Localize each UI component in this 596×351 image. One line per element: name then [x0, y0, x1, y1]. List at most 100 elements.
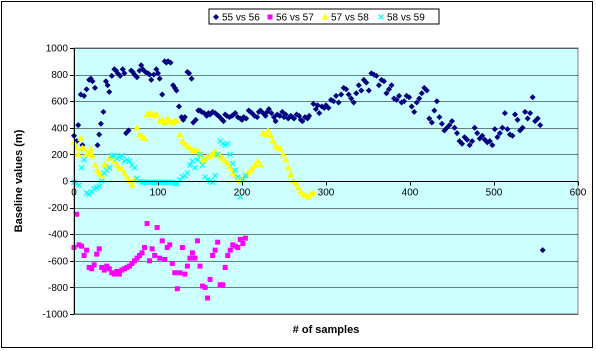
- x-stroke: [76, 182, 82, 188]
- data-point: [282, 156, 290, 163]
- data-point: [215, 239, 221, 245]
- data-point: [100, 108, 107, 115]
- data-point: [104, 82, 111, 89]
- legend-label: 55 vs 56: [222, 13, 260, 24]
- data-point: [91, 161, 99, 168]
- x-stroke: [134, 175, 140, 182]
- data-point: [256, 161, 264, 168]
- data-point: [157, 255, 163, 261]
- x-stroke: [111, 152, 118, 159]
- data-point: [306, 112, 313, 119]
- x-stroke: [217, 138, 224, 145]
- data-point: [83, 86, 90, 93]
- data-point: [152, 252, 158, 258]
- data-point: [262, 130, 270, 137]
- data-point: [512, 111, 518, 118]
- data-point: [224, 140, 231, 147]
- data-point: [123, 173, 131, 180]
- y-axis-title: Baseline values (m): [13, 129, 25, 232]
- data-point: [491, 126, 498, 133]
- legend-marker: [321, 13, 329, 20]
- data-point: [147, 258, 153, 264]
- data-point: [187, 255, 193, 261]
- data-point: [316, 110, 323, 117]
- data-point: [335, 99, 342, 106]
- data-point: [116, 271, 122, 277]
- y-tick-label: 200: [51, 150, 68, 161]
- data-point: [514, 116, 521, 123]
- data-point: [74, 150, 82, 157]
- x-axis-title: # of samples: [293, 324, 360, 336]
- data-point: [129, 260, 135, 266]
- data-point: [159, 238, 165, 244]
- x-stroke: [96, 183, 103, 190]
- data-point: [99, 264, 105, 270]
- data-point: [229, 160, 236, 167]
- data-point: [200, 283, 206, 289]
- data-point: [165, 58, 172, 65]
- data-point: [109, 270, 115, 276]
- data-point: [156, 75, 163, 82]
- data-point: [121, 266, 127, 272]
- x-stroke: [126, 158, 133, 164]
- data-point: [126, 158, 133, 164]
- data-point: [212, 172, 219, 179]
- legend-item: 56 vs 57: [267, 13, 314, 24]
- x-stroke: [227, 151, 234, 158]
- x-stroke: [131, 164, 138, 171]
- data-point: [74, 211, 80, 217]
- data-point: [142, 245, 148, 250]
- data-point: [189, 158, 196, 164]
- x-stroke: [194, 156, 201, 163]
- data-point: [139, 250, 145, 256]
- x-stroke: [237, 194, 244, 200]
- data-point: [353, 90, 360, 97]
- x-stroke: [214, 151, 221, 158]
- data-point: [76, 182, 82, 188]
- data-point: [240, 241, 246, 247]
- data-point: [76, 242, 82, 248]
- data-point: [161, 58, 168, 65]
- data-point: [242, 172, 249, 179]
- data-point: [227, 151, 234, 158]
- data-point: [380, 78, 387, 85]
- data-point: [534, 115, 541, 122]
- data-point: [77, 134, 85, 141]
- data-point: [184, 170, 191, 176]
- data-point: [96, 246, 102, 252]
- data-point: [237, 237, 243, 243]
- legend-item: 57 vs 58: [321, 13, 369, 24]
- x-tick-label: 100: [150, 188, 167, 199]
- data-point: [464, 136, 471, 143]
- data-point: [292, 180, 300, 187]
- data-point: [232, 243, 238, 249]
- x-stroke: [192, 164, 198, 171]
- data-point: [78, 164, 85, 171]
- x-stroke: [169, 179, 176, 186]
- data-point: [207, 276, 213, 282]
- data-point: [438, 120, 445, 127]
- x-stroke: [186, 162, 193, 168]
- data-point: [188, 75, 195, 82]
- data-point: [509, 132, 516, 139]
- data-point: [186, 70, 193, 77]
- data-point: [291, 115, 298, 122]
- data-point: [235, 245, 241, 250]
- data-point: [413, 99, 420, 106]
- data-point: [121, 70, 128, 77]
- data-point: [189, 250, 195, 256]
- data-point: [426, 115, 433, 122]
- data-point: [433, 98, 440, 105]
- data-point: [338, 91, 345, 98]
- x-stroke: [219, 140, 226, 147]
- data-point: [243, 115, 250, 122]
- data-point: [80, 145, 88, 152]
- data-point: [504, 126, 511, 133]
- legend: 55 vs 56 56 vs 57 57 vs 58 58 vs 59: [208, 8, 440, 25]
- data-point: [325, 104, 332, 111]
- data-point: [277, 145, 285, 152]
- data-point: [287, 170, 295, 177]
- data-point: [373, 72, 380, 79]
- data-point: [91, 262, 97, 268]
- data-point: [179, 245, 185, 250]
